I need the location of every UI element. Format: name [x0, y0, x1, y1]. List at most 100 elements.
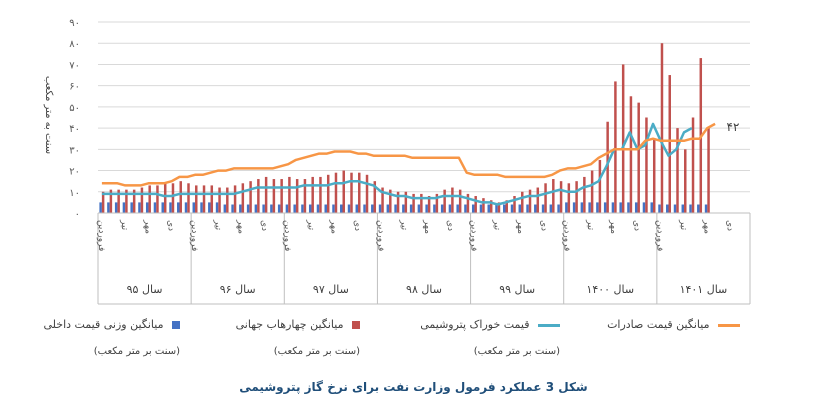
- bar: [270, 204, 273, 213]
- bar: [627, 202, 630, 213]
- y-tick-label: ۰: [75, 209, 80, 220]
- bar: [350, 172, 353, 213]
- bar: [326, 174, 330, 213]
- month-tick-label: مهر: [608, 219, 618, 234]
- bar: [503, 204, 506, 213]
- month-tick-label: تیر: [678, 219, 688, 231]
- bar: [404, 191, 408, 213]
- y-tick-label: ۱۰: [69, 188, 80, 199]
- bar: [153, 202, 157, 213]
- bar: [495, 204, 498, 213]
- month-tick-label: دی: [538, 220, 548, 231]
- month-tick-label: تیر: [119, 219, 129, 231]
- month-tick-label: فروردین: [96, 220, 106, 251]
- bar: [541, 204, 545, 213]
- bar: [394, 204, 397, 213]
- bar: [409, 204, 413, 213]
- bar: [549, 204, 553, 213]
- bar: [464, 204, 467, 213]
- bar: [208, 202, 211, 213]
- bar: [474, 196, 477, 213]
- legend-swatch-orange: [718, 323, 740, 327]
- bar: [634, 202, 638, 213]
- bar: [487, 204, 490, 213]
- month-tick-label: مهر: [422, 219, 432, 234]
- bar: [340, 204, 343, 213]
- legend-unit-red: (سنت بر متر مکعب): [273, 346, 360, 357]
- month-tick-label: تیر: [399, 219, 409, 231]
- bar: [536, 187, 540, 213]
- last-value-annotation: ۴۲: [727, 120, 740, 134]
- bar: [389, 189, 392, 213]
- bar: [427, 196, 431, 213]
- bar: [565, 202, 568, 213]
- bar: [163, 183, 167, 213]
- legend-swatch-teal: [538, 323, 560, 327]
- bar: [668, 75, 671, 213]
- bar: [544, 183, 547, 213]
- month-tick-label: دی: [725, 220, 735, 231]
- bar: [301, 204, 304, 213]
- bar: [365, 174, 369, 213]
- bars-layer: [99, 43, 710, 214]
- bar: [99, 202, 102, 213]
- bar: [652, 138, 656, 213]
- bar: [518, 204, 522, 213]
- bar: [697, 204, 700, 213]
- bar: [262, 204, 265, 213]
- bar: [117, 189, 120, 213]
- bar: [534, 204, 537, 213]
- grid-lines: [98, 21, 750, 193]
- bar: [179, 181, 182, 213]
- series-line: [101, 122, 716, 187]
- bar: [505, 200, 508, 213]
- y-axis-label: سنت به متر مکعب: [43, 76, 54, 154]
- month-tick-label: فروردین: [189, 220, 199, 251]
- month-tick-label: فروردین: [655, 220, 665, 251]
- y-tick-label: ۹۰: [69, 18, 80, 29]
- y-tick-label: ۸۰: [69, 39, 80, 50]
- bar: [704, 204, 708, 213]
- bar: [303, 179, 307, 213]
- bar: [606, 121, 609, 213]
- month-tick-label: دی: [445, 220, 455, 231]
- bar: [497, 202, 501, 213]
- bar: [596, 202, 599, 213]
- bar: [381, 187, 384, 213]
- bar: [598, 159, 602, 213]
- month-tick-label: مهر: [701, 219, 711, 234]
- bar: [239, 204, 242, 213]
- bar: [215, 202, 219, 213]
- bar: [466, 193, 470, 213]
- month-tick-label: دی: [632, 220, 642, 231]
- legend-unit-teal: (سنت بر متر مکعب): [473, 346, 560, 357]
- bar: [510, 204, 514, 213]
- bar: [448, 204, 452, 213]
- bar: [513, 196, 516, 213]
- bar: [681, 204, 685, 213]
- bar: [195, 185, 198, 213]
- month-tick-label: دی: [352, 220, 362, 231]
- y-tick-label: ۶۰: [69, 82, 80, 93]
- bar: [171, 183, 175, 213]
- bar: [218, 187, 221, 213]
- bar: [192, 202, 196, 213]
- bar: [443, 189, 446, 213]
- bar: [645, 117, 648, 213]
- legend-hub-average: میانگین چهارهاب جهانی: [236, 318, 360, 331]
- bar: [417, 204, 421, 213]
- y-axis-ticks: ۰ ۱۰ ۲۰ ۳۰ ۴۰ ۵۰ ۶۰ ۷۰ ۸۰ ۹۰: [69, 18, 80, 220]
- bar: [402, 204, 405, 213]
- bar: [347, 204, 351, 213]
- bar: [588, 202, 591, 213]
- bar: [264, 176, 268, 213]
- legend-swatch-blue: [172, 321, 180, 329]
- bar: [471, 204, 475, 213]
- bar: [684, 149, 687, 213]
- bar: [637, 102, 640, 213]
- bar: [249, 181, 252, 213]
- bar: [169, 202, 172, 213]
- y-tick-label: ۷۰: [69, 60, 80, 71]
- bar: [458, 189, 462, 213]
- month-tick-label: مهر: [329, 219, 339, 234]
